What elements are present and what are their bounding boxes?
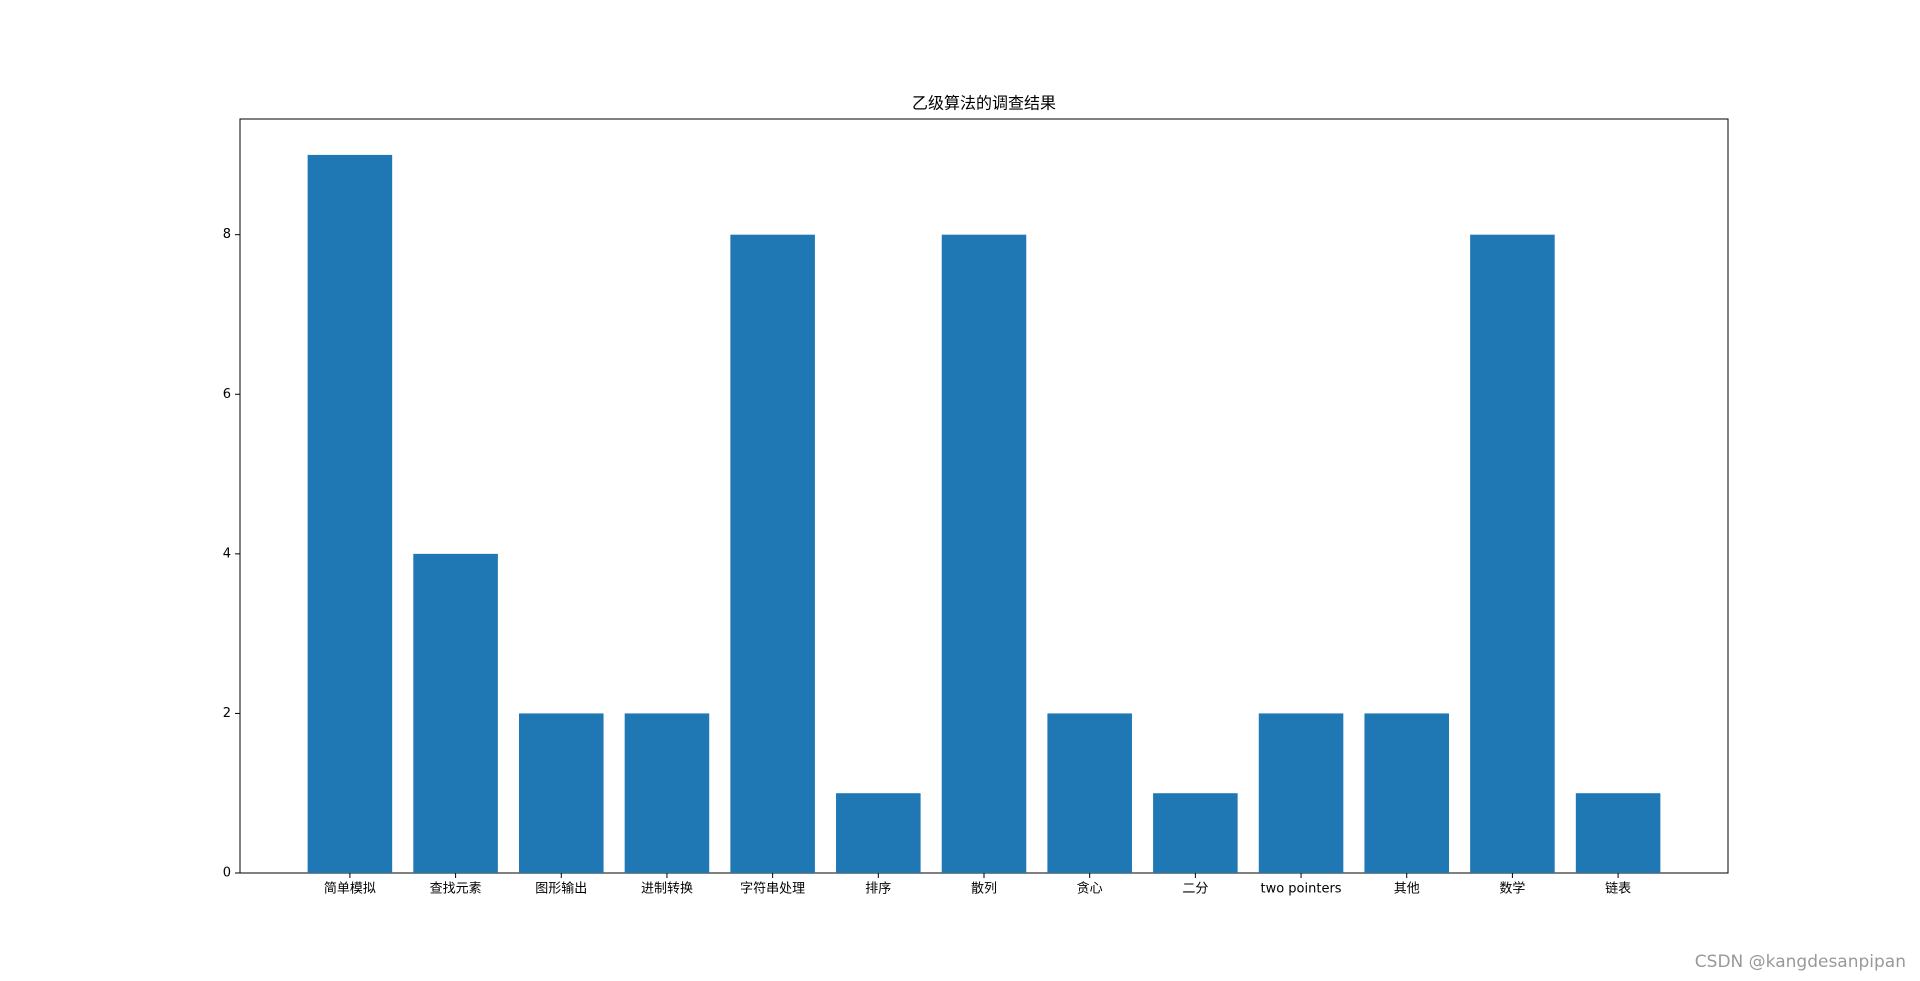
x-tick-label: two pointers — [1260, 882, 1341, 897]
bar — [836, 793, 921, 873]
chart-title: 乙级算法的调查结果 — [912, 94, 1056, 113]
x-tick-label: 贪心 — [1077, 882, 1103, 897]
bar — [1575, 793, 1661, 873]
y-tick-label: 2 — [223, 706, 231, 721]
bar — [519, 713, 604, 873]
y-tick-label: 0 — [223, 866, 231, 881]
x-tick-label: 链表 — [1605, 882, 1631, 897]
bar — [307, 154, 393, 873]
y-tick-label: 8 — [223, 227, 231, 242]
bar — [730, 234, 815, 873]
x-tick-label: 数学 — [1499, 881, 1525, 897]
x-tick-label: 图形输出 — [535, 881, 587, 897]
bar — [624, 713, 710, 873]
x-tick-label: 查找元素 — [430, 882, 482, 897]
bar — [1364, 713, 1449, 873]
x-tick-label: 进制转换 — [641, 882, 693, 897]
bar — [1153, 793, 1238, 873]
x-tick-label: 二分 — [1182, 882, 1208, 897]
x-tick-label: 散列 — [971, 882, 997, 897]
y-tick-label: 6 — [223, 387, 231, 402]
x-tick-label: 字符串处理 — [740, 881, 805, 897]
x-tick-label: 简单模拟 — [324, 881, 376, 897]
bar — [1258, 713, 1344, 873]
bar — [941, 234, 1027, 873]
x-tick-label: 其他 — [1394, 882, 1420, 897]
bar — [413, 553, 498, 873]
watermark: CSDN @kangdesanpipan — [1695, 952, 1906, 972]
x-tick-label: 排序 — [865, 882, 891, 897]
y-tick-label: 4 — [223, 546, 231, 561]
bar — [1470, 234, 1555, 873]
bar — [1047, 713, 1132, 873]
